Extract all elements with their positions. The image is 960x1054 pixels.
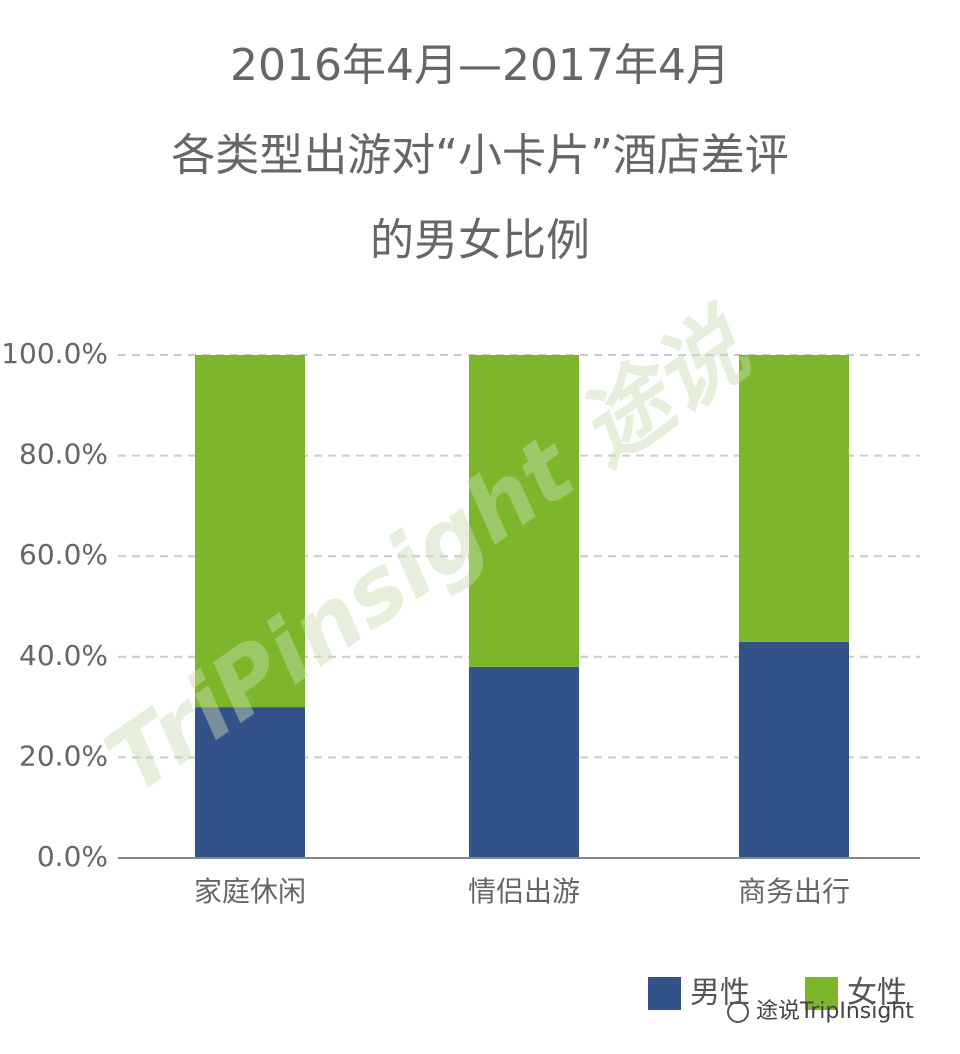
watermark: TriPinsight 途说	[87, 291, 772, 815]
y-tick-label: 100.0%	[1, 337, 108, 370]
bar-segment	[739, 641, 849, 858]
x-tick-label: 商务出行	[738, 875, 850, 908]
legend-label: 女性	[847, 976, 907, 1011]
chart-title: 的男女比例	[370, 215, 590, 266]
footer: 途说TripInsight	[756, 999, 914, 1024]
y-tick-label: 60.0%	[19, 538, 108, 571]
chart-title: 各类型出游对“小卡片”酒店差评	[171, 130, 789, 181]
bar-segment	[739, 355, 849, 642]
y-tick-label: 0.0%	[37, 840, 108, 873]
x-tick-label: 情侣出游	[468, 875, 580, 908]
y-tick-label: 40.0%	[19, 639, 108, 672]
bar-segment	[469, 666, 579, 858]
bar-segment	[195, 355, 305, 708]
bar-segment	[195, 707, 305, 858]
y-tick-label: 20.0%	[19, 739, 108, 772]
bar-segment	[469, 355, 579, 667]
x-tick-label: 家庭休闲	[194, 875, 306, 908]
chart-title: 2016年4月—2017年4月	[230, 40, 730, 91]
legend-swatch	[805, 977, 838, 1010]
legend-swatch	[648, 977, 681, 1010]
plot: 0.0% 20.0% 40.0% 60.0% 80.0% 100.0% 家庭休闲 情侣出游 商务…	[1, 337, 920, 1011]
y-tick-label: 80.0%	[19, 438, 108, 471]
footer-icon	[727, 1001, 749, 1023]
legend-label: 男性	[690, 976, 750, 1011]
